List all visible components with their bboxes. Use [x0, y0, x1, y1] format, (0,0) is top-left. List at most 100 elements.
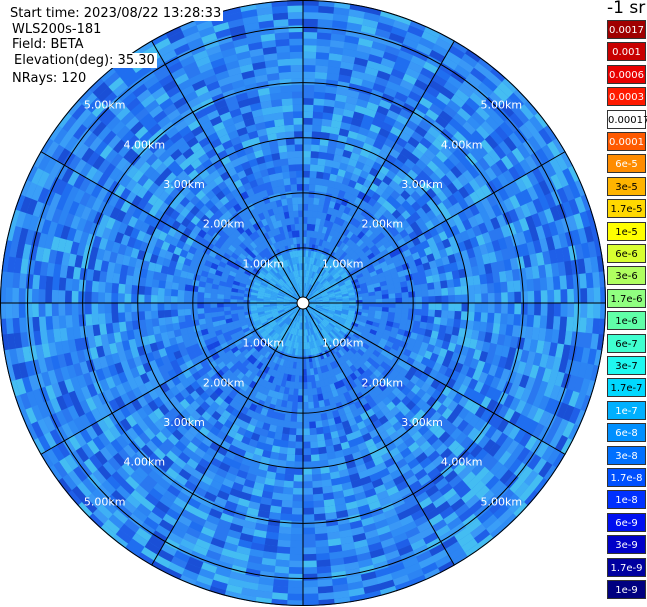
ppi-cell	[274, 341, 280, 349]
ppi-cell	[567, 215, 578, 232]
ppi-cell	[324, 159, 334, 168]
ppi-cell	[398, 415, 410, 427]
ppi-cell	[313, 519, 327, 528]
ppi-cell	[381, 294, 389, 300]
ppi-cell	[78, 302, 86, 315]
ppi-cell	[514, 303, 522, 315]
ppi-cell	[283, 324, 289, 331]
ppi-cell	[332, 107, 345, 116]
ppi-cell	[259, 363, 267, 372]
ppi-cell	[522, 254, 532, 269]
ppi-cell	[153, 145, 167, 159]
ppi-cell	[478, 350, 489, 363]
ppi-cell	[263, 544, 278, 553]
ppi-cell	[115, 209, 127, 223]
ppi-cell	[308, 305, 316, 310]
ppi-cell	[573, 376, 584, 394]
ppi-cell	[142, 190, 154, 203]
ppi-cell	[405, 400, 416, 411]
ppi-cell	[438, 364, 448, 376]
ppi-cell	[53, 367, 65, 383]
ppi-cell	[579, 317, 587, 334]
ppi-cell	[338, 74, 352, 84]
ppi-cell	[335, 175, 345, 184]
ppi-cell	[287, 319, 293, 326]
ppi-cell	[70, 139, 85, 156]
ppi-cell	[135, 143, 150, 158]
ppi-cell	[148, 388, 159, 401]
ppi-cell	[184, 314, 192, 322]
ppi-cell	[430, 438, 444, 451]
ppi-cell	[143, 165, 156, 179]
ppi-cell	[331, 577, 348, 586]
ppi-cell	[217, 302, 224, 308]
ppi-cell	[256, 344, 264, 353]
ppi-cell	[342, 336, 350, 343]
ppi-cell	[277, 319, 284, 326]
ppi-cell	[280, 365, 286, 374]
ppi-cell	[217, 289, 225, 295]
ppi-cell	[466, 227, 476, 240]
ppi-cell	[360, 234, 369, 243]
ppi-cell	[592, 318, 601, 335]
ppi-cell	[482, 153, 496, 168]
ppi-cell	[462, 337, 472, 348]
ppi-cell	[305, 276, 308, 284]
ppi-cell	[583, 332, 593, 350]
ppi-cell	[72, 326, 81, 340]
ppi-cell	[329, 46, 344, 55]
ppi-cell	[223, 386, 233, 396]
ppi-cell	[210, 537, 226, 549]
ppi-cell	[450, 370, 461, 382]
ppi-cell	[67, 253, 77, 267]
ppi-cell	[302, 527, 316, 535]
ppi-cell	[163, 361, 174, 373]
ppi-cell	[514, 414, 527, 430]
ppi-cell	[310, 286, 315, 293]
ppi-cell	[74, 387, 86, 403]
ppi-cell	[499, 469, 514, 485]
ppi-cell	[419, 413, 431, 425]
ppi-cell	[314, 265, 320, 273]
ppi-cell	[148, 452, 162, 466]
ppi-cell	[145, 224, 156, 236]
ppi-cell	[245, 472, 257, 482]
ppi-cell	[312, 288, 318, 295]
ppi-cell	[12, 317, 21, 334]
ppi-cell	[200, 562, 218, 574]
ppi-cell	[284, 283, 290, 289]
ppi-cell	[502, 421, 515, 437]
ppi-cell	[51, 144, 65, 161]
ppi-cell	[322, 262, 329, 270]
ppi-cell	[332, 13, 350, 23]
ppi-cell	[37, 232, 48, 249]
ppi-cell	[98, 302, 105, 314]
ppi-cell	[286, 346, 292, 355]
ppi-cell	[329, 361, 337, 370]
ppi-cell	[302, 501, 314, 508]
ppi-cell	[441, 535, 458, 550]
ppi-cell	[303, 263, 306, 270]
ppi-cell	[149, 104, 164, 119]
ppi-cell	[165, 467, 179, 480]
ppi-cell	[382, 303, 389, 308]
ppi-cell	[309, 297, 316, 301]
ppi-cell	[170, 236, 180, 247]
ppi-cell	[404, 497, 419, 510]
ppi-cell	[157, 364, 168, 376]
ppi-cell	[84, 410, 97, 426]
ppi-cell	[326, 531, 341, 540]
ppi-cell	[405, 119, 419, 132]
ppi-cell	[538, 128, 553, 146]
ppi-cell	[133, 156, 147, 170]
ppi-cell	[355, 327, 364, 334]
ppi-cell	[117, 243, 128, 256]
ppi-cell	[251, 411, 261, 421]
ppi-cell	[289, 303, 297, 306]
ppi-cell	[51, 302, 59, 317]
ppi-cell	[392, 322, 400, 329]
ppi-cell	[436, 133, 450, 147]
ppi-cell	[380, 57, 396, 69]
ppi-cell	[253, 267, 261, 275]
ppi-cell	[347, 312, 355, 317]
